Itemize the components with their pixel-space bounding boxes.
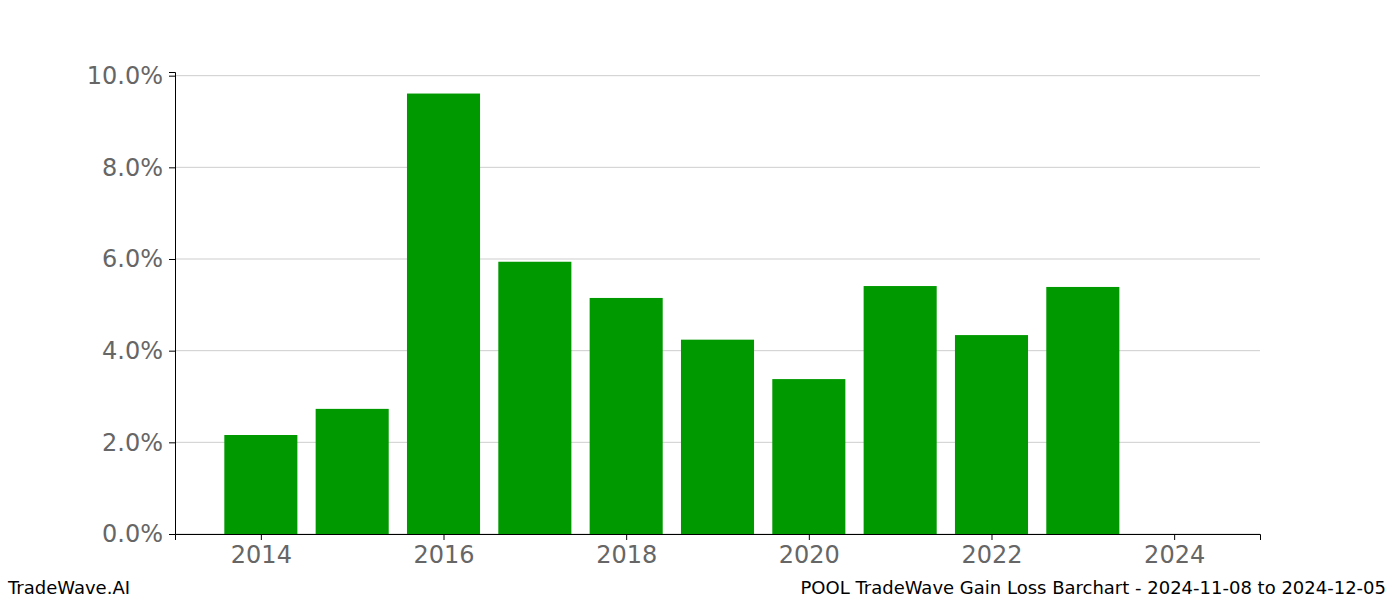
y-tick-mark — [169, 259, 175, 260]
x-tick: 2024 — [1144, 534, 1205, 569]
x-tick-label: 2016 — [413, 541, 474, 569]
bar — [955, 335, 1028, 534]
y-tick-label: 10.0% — [87, 62, 163, 90]
bar — [224, 435, 297, 534]
bar — [407, 94, 480, 534]
bar — [590, 298, 663, 534]
y-tick: 0.0% — [102, 520, 175, 548]
y-tick: 10.0% — [87, 62, 175, 90]
source: TradeWave.AI — [7, 577, 130, 598]
y-tick-label: 6.0% — [102, 245, 163, 273]
y-tick-label: 2.0% — [102, 429, 163, 457]
x-tick-mark — [444, 534, 445, 540]
y-tick-mark — [169, 351, 175, 352]
x-tick: 2020 — [779, 534, 840, 569]
x-tick-mark — [1174, 534, 1175, 540]
y-tick-mark — [169, 534, 175, 535]
bar — [316, 409, 389, 534]
x-axis: 2014 2016 2018 2020 2022 2024 — [176, 534, 1261, 569]
x-tick-mark — [626, 534, 627, 540]
y-axis: 0.0% 2.0% 4.0% 6.0% 8.0% 10.0% — [87, 62, 176, 548]
y-tick: 4.0% — [102, 337, 175, 365]
grid — [175, 76, 1260, 534]
y-tick-mark — [169, 167, 175, 168]
x-tick-mark — [991, 534, 992, 540]
x-tick: 2014 — [231, 534, 292, 569]
chart: 2014 2016 2018 2020 2022 2024 0.0% 2.0% 4.0% 6.0%… — [0, 0, 1400, 600]
bar — [681, 340, 754, 534]
plot: 2014 2016 2018 2020 2022 2024 0.0% 2.0% 4.0% 6.0%… — [87, 62, 1261, 569]
bar — [1046, 287, 1119, 534]
x-tick-label: 2020 — [779, 541, 840, 569]
y-tick-mark — [169, 76, 175, 77]
x-tick-label: 2022 — [961, 541, 1022, 569]
x-tick-mark — [809, 534, 810, 540]
x-tick: 2016 — [413, 534, 474, 569]
grid-line — [175, 167, 1260, 168]
y-tick-label: 4.0% — [102, 337, 163, 365]
bar — [772, 379, 845, 534]
y-tick-label: 0.0% — [102, 520, 163, 548]
y-tick: 2.0% — [102, 429, 175, 457]
x-axis-line — [176, 535, 1261, 541]
bars — [224, 94, 1119, 534]
x-tick-mark — [261, 534, 262, 540]
grid-line — [175, 75, 1260, 76]
x-tick: 2018 — [596, 534, 657, 569]
bar — [1138, 534, 1211, 535]
grid-line — [175, 259, 1260, 260]
bar — [498, 262, 571, 534]
x-tick-label: 2018 — [596, 541, 657, 569]
title: POOL TradeWave Gain Loss Barchart - 2024… — [800, 577, 1386, 598]
y-tick: 6.0% — [102, 245, 175, 273]
y-axis-line — [169, 73, 176, 535]
x-tick: 2022 — [961, 534, 1022, 569]
x-tick-label: 2014 — [231, 541, 292, 569]
bar — [864, 286, 937, 534]
y-tick: 8.0% — [102, 154, 175, 182]
y-tick-label: 8.0% — [102, 154, 163, 182]
y-tick-mark — [169, 442, 175, 443]
x-tick-label: 2024 — [1144, 541, 1205, 569]
